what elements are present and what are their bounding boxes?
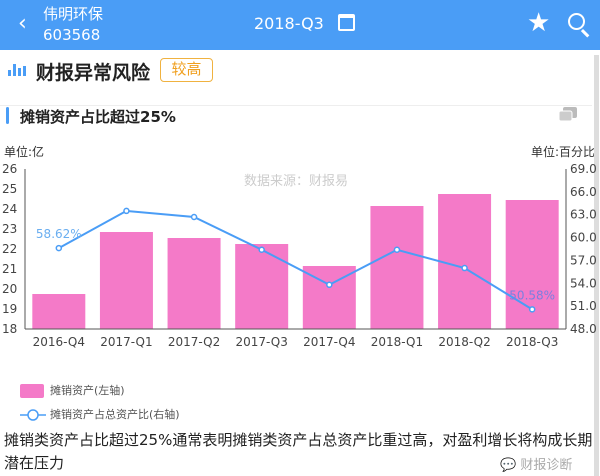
right-tick-label: 51.0 <box>570 299 597 313</box>
right-axis-unit: 单位:百分比 <box>531 145 594 159</box>
left-tick-label: 26 <box>2 162 17 176</box>
line-point <box>190 213 198 221</box>
line-point <box>528 306 536 313</box>
right-tick-label: 48.0 <box>570 322 597 336</box>
line-point <box>55 244 63 252</box>
description: 摊销类资产占比超过25%通常表明摊销类资产占总资产比重过高，对盈利增长将构成长期… <box>4 431 593 472</box>
left-tick-label: 24 <box>2 202 17 216</box>
left-axis-unit: 单位:亿 <box>4 145 45 159</box>
chart: 数据来源：财报易 18 19 20 21 22 23 24 25 26 48.0 51.0 54.0 57… <box>2 162 597 349</box>
data-label: 50.58% <box>509 288 555 302</box>
line-point <box>326 281 333 289</box>
chart-watermark: 数据来源：财报易 <box>244 174 348 189</box>
divider <box>0 105 592 106</box>
legend-bar-label: 摊销资产(左轴) <box>50 384 125 397</box>
right-tick-label: 63.0 <box>570 208 597 222</box>
x-tick-label: 2018-Q1 <box>371 335 423 349</box>
x-tick-label: 2017-Q2 <box>168 335 220 349</box>
right-tick-label: 57.0 <box>570 253 597 267</box>
line-point <box>461 264 468 272</box>
bar <box>167 238 221 329</box>
bar <box>32 294 86 329</box>
comment-icon[interactable] <box>558 106 578 124</box>
subsection-title: 摊销资产占比超过25% <box>20 108 176 126</box>
x-tick-label: 2017-Q1 <box>100 335 152 349</box>
scrollbar[interactable] <box>594 55 599 476</box>
line-point <box>123 207 130 215</box>
x-tick-label: 2017-Q3 <box>235 335 287 349</box>
stock-name: 伟明环保 <box>43 5 104 23</box>
star-icon[interactable]: ★ <box>527 8 551 38</box>
left-tick-label: 20 <box>2 282 17 296</box>
left-tick-label: 21 <box>2 262 17 276</box>
legend-bar[interactable]: 摊销资产(左轴) <box>20 382 125 398</box>
legend-line-label: 摊销资产占总资产比(右轴) <box>50 408 180 421</box>
legend-line-swatch <box>20 409 46 421</box>
bar <box>99 232 153 329</box>
bar-chart-icon <box>8 62 26 76</box>
line-series <box>58 209 533 311</box>
line-point <box>393 246 401 254</box>
line-point <box>258 246 265 254</box>
left-tick-label: 22 <box>2 242 17 256</box>
calendar-icon[interactable] <box>338 14 355 31</box>
account-watermark-text: 财报诊断 <box>520 458 573 473</box>
risk-badge: 较高 <box>160 58 213 82</box>
bar <box>370 206 424 329</box>
x-tick-label: 2018-Q2 <box>438 335 490 349</box>
legend-bar-swatch <box>20 384 44 398</box>
x-tick-label: 2017-Q4 <box>303 335 355 349</box>
right-tick-label: 60.0 <box>570 231 597 245</box>
period-selector[interactable]: 2018-Q3 <box>254 14 324 33</box>
x-tick-label: 2016-Q4 <box>33 335 85 349</box>
left-tick-label: 18 <box>2 322 17 336</box>
search-icon[interactable] <box>568 13 585 30</box>
section-title: 财报异常风险 <box>36 62 151 84</box>
x-tick-label: 2018-Q3 <box>506 335 558 349</box>
chevron-left-icon[interactable]: ‹ <box>18 11 27 36</box>
right-tick-label: 66.0 <box>570 185 597 199</box>
app-header: ‹ 伟明环保 603568 2018-Q3 ★ <box>0 0 600 50</box>
right-tick-label: 69.0 <box>570 162 597 176</box>
bar <box>235 244 289 329</box>
left-tick-label: 25 <box>2 182 17 196</box>
right-tick-label: 54.0 <box>570 276 597 290</box>
legend-line[interactable]: 摊销资产占总资产比(右轴) <box>20 406 180 422</box>
left-tick-label: 23 <box>2 222 17 236</box>
data-label: 58.62% <box>36 227 82 241</box>
left-tick-label: 19 <box>2 302 17 316</box>
subsection-marker <box>6 107 9 124</box>
account-watermark: 💬 财报诊断 <box>500 458 573 473</box>
stock-code: 603568 <box>43 26 101 44</box>
bar <box>438 194 492 329</box>
